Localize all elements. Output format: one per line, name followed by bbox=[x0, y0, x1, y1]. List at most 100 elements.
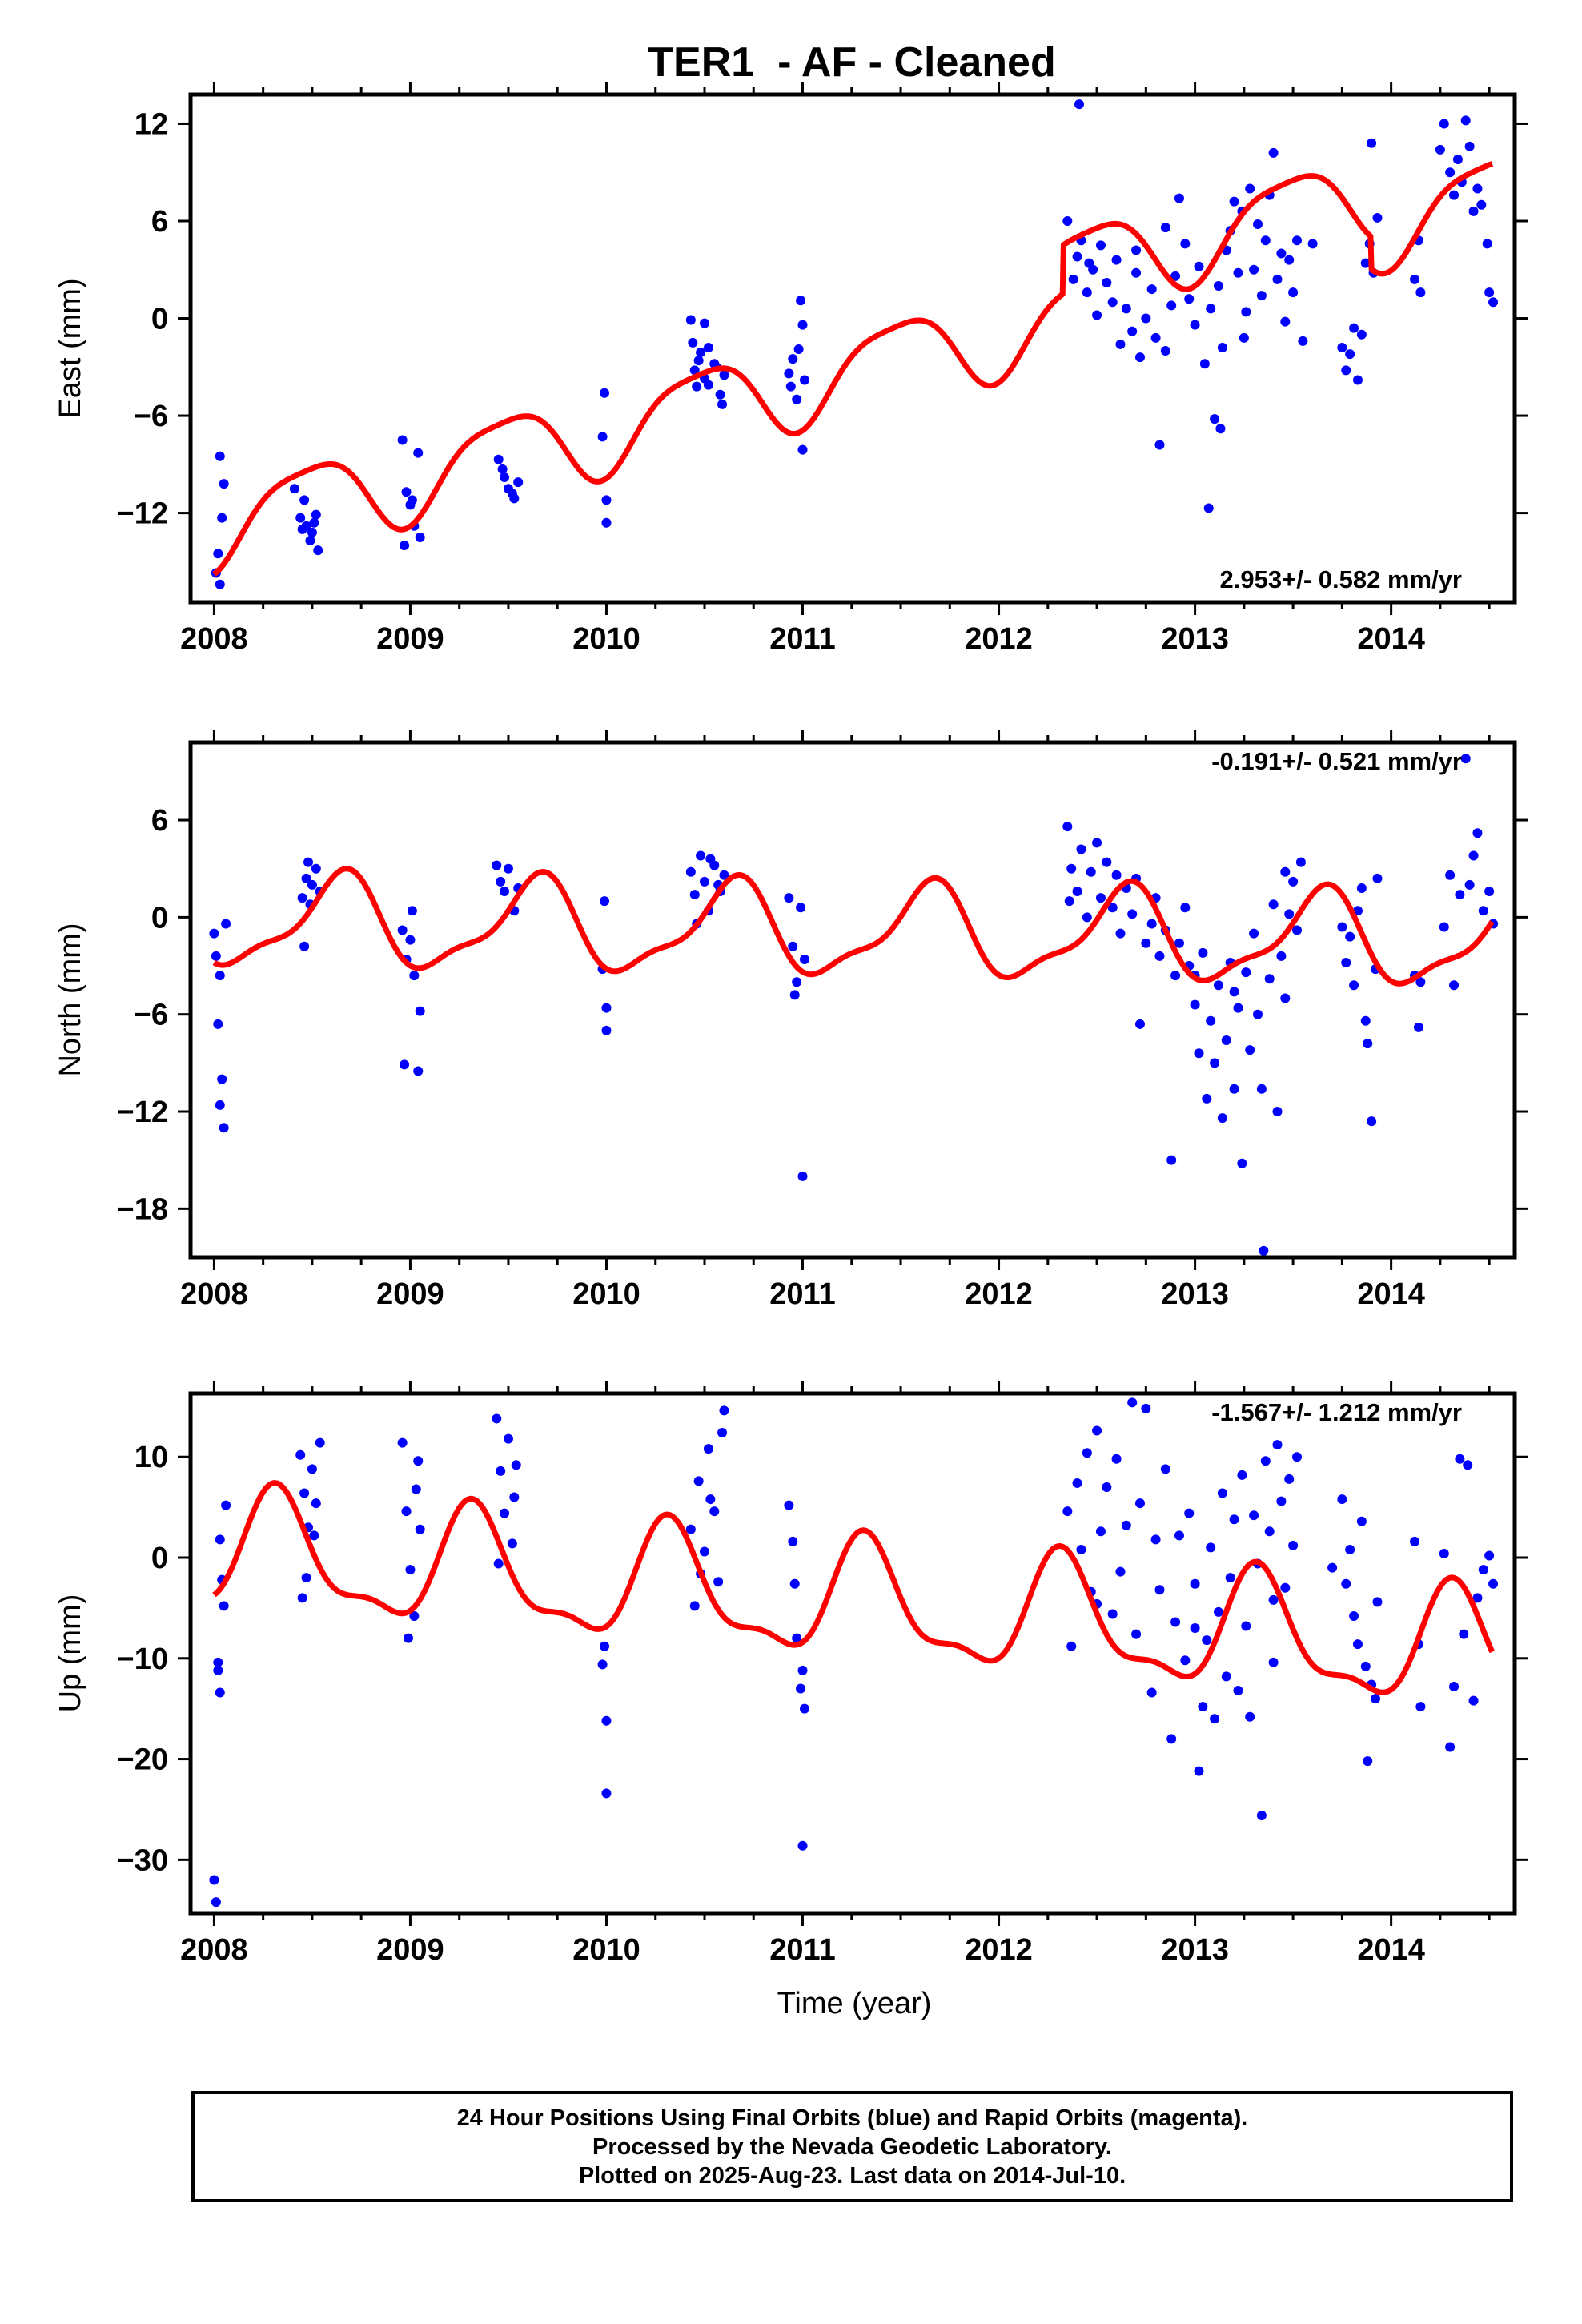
data-point bbox=[1455, 890, 1465, 900]
data-point bbox=[1074, 99, 1085, 110]
data-point bbox=[1229, 987, 1239, 997]
data-point bbox=[411, 1484, 421, 1494]
data-point bbox=[1268, 147, 1279, 158]
x-tick-label: 2010 bbox=[572, 1277, 640, 1311]
x-tick-label: 2014 bbox=[1357, 1933, 1425, 1967]
data-point bbox=[1356, 1516, 1367, 1526]
data-point bbox=[315, 1437, 325, 1448]
data-point bbox=[1288, 876, 1299, 887]
data-point bbox=[601, 1003, 612, 1013]
data-point bbox=[796, 903, 806, 913]
data-point bbox=[600, 896, 610, 907]
up-frame bbox=[188, 1391, 1517, 1916]
data-point bbox=[409, 1610, 420, 1621]
data-point bbox=[796, 1683, 806, 1694]
data-point bbox=[1111, 870, 1122, 880]
data-point bbox=[1482, 239, 1492, 249]
data-point bbox=[1194, 1766, 1204, 1776]
data-point bbox=[400, 541, 410, 551]
data-point bbox=[1415, 287, 1426, 298]
data-point bbox=[295, 1449, 306, 1460]
data-point bbox=[1166, 1155, 1177, 1165]
data-point bbox=[1307, 239, 1318, 249]
data-point bbox=[1445, 1742, 1456, 1752]
data-point bbox=[1472, 1593, 1483, 1603]
data-point bbox=[1221, 1035, 1231, 1046]
data-point bbox=[1102, 857, 1112, 867]
data-point bbox=[1356, 883, 1367, 893]
data-point bbox=[1260, 235, 1271, 246]
data-point bbox=[601, 1715, 612, 1726]
data-point bbox=[1253, 219, 1263, 230]
data-point bbox=[797, 1840, 808, 1851]
data-point bbox=[715, 389, 725, 400]
data-point bbox=[1367, 1116, 1377, 1127]
data-point bbox=[1464, 879, 1475, 890]
data-point bbox=[297, 1593, 307, 1603]
data-point bbox=[1439, 1548, 1449, 1558]
data-point bbox=[1115, 928, 1126, 939]
data-point bbox=[1131, 245, 1142, 255]
data-point bbox=[1415, 1702, 1426, 1712]
data-point bbox=[219, 1601, 229, 1611]
data-point bbox=[213, 1019, 223, 1029]
data-point bbox=[299, 941, 310, 951]
data-point bbox=[797, 320, 808, 330]
data-point bbox=[1249, 928, 1259, 939]
data-point bbox=[1284, 909, 1295, 919]
data-point bbox=[1233, 1003, 1243, 1013]
data-point bbox=[1202, 1093, 1212, 1104]
data-point bbox=[215, 451, 225, 461]
data-point bbox=[215, 971, 225, 981]
data-point bbox=[503, 863, 513, 874]
data-point bbox=[1066, 1641, 1077, 1651]
y-tick-label: 6 bbox=[151, 804, 168, 838]
data-point bbox=[307, 527, 317, 537]
data-point bbox=[1082, 287, 1092, 298]
data-point bbox=[1111, 1454, 1122, 1464]
data-point bbox=[1478, 1565, 1488, 1575]
data-point bbox=[1253, 1009, 1263, 1019]
data-point bbox=[1072, 887, 1082, 897]
data-point bbox=[685, 315, 696, 325]
data-point bbox=[1352, 1639, 1363, 1650]
data-point bbox=[503, 1433, 513, 1444]
east-observations bbox=[211, 99, 1499, 589]
east-frame bbox=[188, 92, 1517, 605]
data-point bbox=[797, 444, 808, 455]
data-point bbox=[1288, 1540, 1299, 1550]
x-tick-label: 2010 bbox=[572, 1933, 640, 1967]
data-point bbox=[1459, 1629, 1469, 1639]
data-point bbox=[1341, 957, 1351, 967]
data-point bbox=[1150, 332, 1161, 343]
data-point bbox=[1264, 974, 1275, 984]
data-point bbox=[1468, 850, 1479, 861]
data-point bbox=[1131, 267, 1142, 278]
data-point bbox=[1292, 925, 1303, 935]
up-rate-label: -1.567+/- 1.212 mm/yr bbox=[1211, 1398, 1462, 1426]
data-point bbox=[1170, 271, 1181, 281]
data-point bbox=[407, 495, 417, 505]
data-point bbox=[1190, 999, 1200, 1010]
data-point bbox=[1068, 274, 1078, 284]
data-point bbox=[1276, 248, 1287, 259]
data-point bbox=[307, 879, 317, 890]
data-point bbox=[1449, 1682, 1460, 1692]
data-point bbox=[1166, 1734, 1177, 1744]
data-point bbox=[1435, 144, 1445, 155]
data-point bbox=[297, 524, 307, 534]
data-point bbox=[1372, 873, 1383, 883]
data-point bbox=[1210, 1714, 1220, 1724]
data-point bbox=[689, 365, 700, 376]
data-point bbox=[301, 1573, 311, 1583]
data-point bbox=[1367, 138, 1377, 148]
data-point bbox=[1154, 951, 1165, 961]
data-point bbox=[1268, 899, 1279, 910]
data-point bbox=[693, 1476, 704, 1486]
data-point bbox=[289, 484, 299, 494]
data-point bbox=[1439, 119, 1449, 129]
x-tick-label: 2009 bbox=[376, 1933, 444, 1967]
y-tick-label: −6 bbox=[134, 999, 168, 1032]
data-point bbox=[1072, 251, 1082, 262]
data-point bbox=[1449, 190, 1460, 200]
